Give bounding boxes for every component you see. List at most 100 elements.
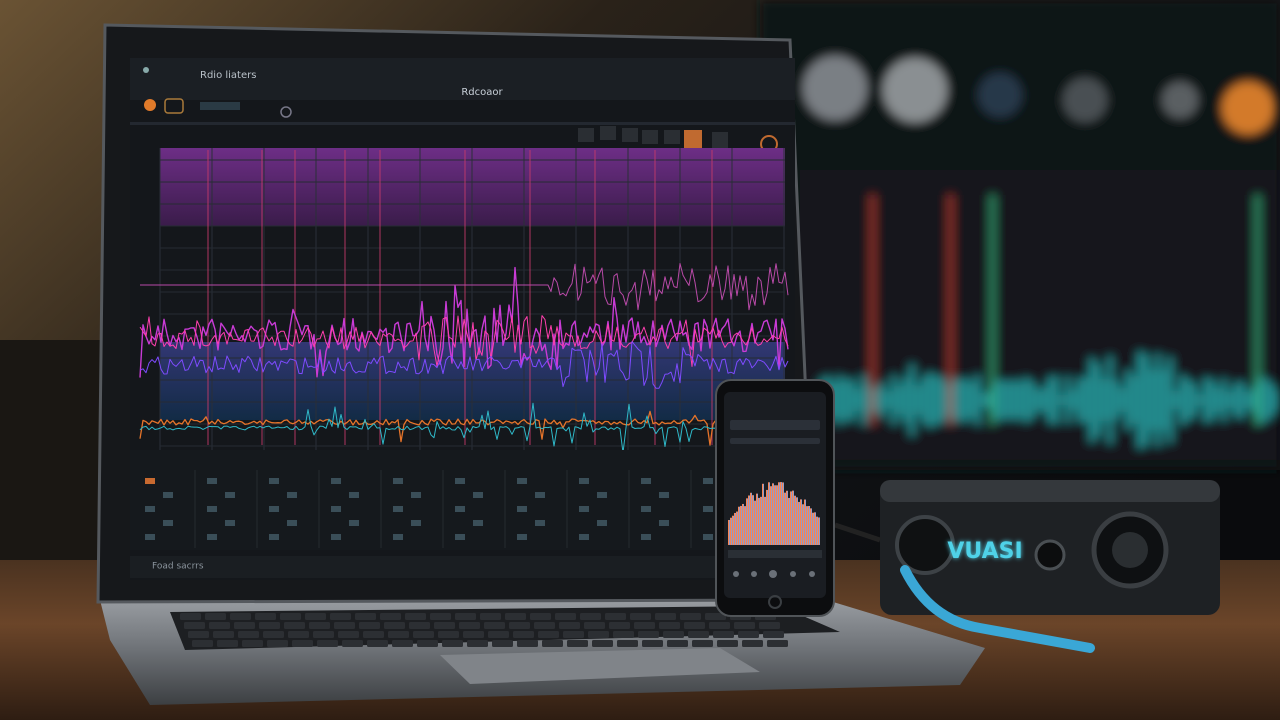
key	[563, 631, 584, 638]
spectrum-bar	[800, 499, 802, 545]
key	[567, 640, 588, 647]
spectrum-bar	[806, 506, 808, 545]
spectrum-bar	[742, 503, 744, 545]
key	[284, 622, 305, 629]
background-wave-bar	[1102, 378, 1106, 422]
background-wave-bar	[1156, 354, 1160, 446]
key	[663, 631, 684, 638]
key	[642, 640, 663, 647]
spectrum-bar	[796, 497, 798, 545]
key	[213, 631, 234, 638]
spectrum-bar	[784, 492, 786, 545]
key	[692, 640, 713, 647]
spectrum-bar	[798, 501, 800, 545]
background-wave-bar	[970, 382, 974, 418]
key	[192, 640, 213, 647]
waveform	[139, 341, 789, 389]
background-wave-bar	[844, 380, 848, 420]
background-wave-bar	[1264, 379, 1268, 421]
background-wave-bar	[886, 391, 890, 409]
mixer-control	[163, 492, 173, 498]
key	[459, 622, 480, 629]
mixer-control	[517, 534, 527, 540]
mixer-control	[597, 520, 607, 526]
waveform	[139, 402, 789, 454]
spectrum-bar	[754, 500, 756, 545]
background-wave-bar	[982, 392, 986, 408]
spectrum-bar	[774, 485, 776, 545]
key	[580, 613, 601, 620]
key	[367, 640, 388, 647]
spectrum-bar	[758, 497, 760, 545]
key	[717, 640, 738, 647]
key	[217, 640, 238, 647]
spectrum-bar	[782, 482, 784, 545]
key	[667, 640, 688, 647]
key	[538, 631, 559, 638]
panel-label: Foad sacrrs	[152, 562, 204, 572]
mixer-control	[393, 506, 403, 512]
spectrum-bar	[764, 496, 766, 545]
mixer-control	[579, 506, 589, 512]
background-wave-bar	[1078, 378, 1082, 422]
key	[463, 631, 484, 638]
mixer-control	[641, 534, 651, 540]
background-wave-bar	[1198, 394, 1202, 406]
spectrum-bar	[772, 483, 774, 545]
mixer-panel	[130, 450, 795, 550]
key	[305, 613, 326, 620]
background-wave-bar	[1060, 394, 1064, 406]
key	[742, 640, 763, 647]
mixer-control	[207, 478, 217, 484]
background-wave-bar	[1234, 383, 1238, 417]
background-wave-bar	[1030, 381, 1034, 419]
key	[209, 622, 230, 629]
mixer-control	[473, 520, 483, 526]
waveforms	[139, 263, 789, 454]
background-wave-bar	[880, 382, 884, 418]
key	[442, 640, 463, 647]
background-wave-bar	[1054, 376, 1058, 424]
waveform	[140, 263, 789, 311]
spectrum-bar	[808, 506, 810, 545]
spectrum-bar	[770, 486, 772, 545]
spectrum-bar	[768, 482, 770, 545]
phone	[715, 379, 835, 617]
background-wave-bar	[1066, 376, 1070, 424]
mixer-control	[269, 506, 279, 512]
spectrum-bar	[794, 495, 796, 545]
background-marker	[990, 195, 995, 425]
mixer-control	[703, 534, 713, 540]
key	[555, 613, 576, 620]
spectrum-bar	[750, 492, 752, 545]
background-wave-bar	[1048, 377, 1052, 423]
key	[255, 613, 276, 620]
spectrum-bar	[748, 495, 750, 545]
mixer-control	[207, 534, 217, 540]
key	[413, 631, 434, 638]
spectrum-bar	[802, 504, 804, 545]
key	[517, 640, 538, 647]
background-wave-bar	[952, 377, 956, 423]
key	[480, 613, 501, 620]
laptop-screen: Rdio liaters Rdcoaor Foad sacrrs	[130, 58, 795, 578]
background-wave-bar	[1228, 391, 1232, 409]
background-wave-bar	[1246, 392, 1250, 408]
mixer-control	[517, 478, 527, 484]
background-wave-bar	[1006, 382, 1010, 418]
background-wave-bar	[1210, 379, 1214, 421]
background-wave-bar	[958, 380, 962, 420]
background-wave-bar	[898, 385, 902, 415]
spectrum-bar	[728, 520, 730, 545]
key	[613, 631, 634, 638]
background-wave-bar	[1042, 387, 1046, 413]
key	[359, 622, 380, 629]
mixer-control	[287, 492, 297, 498]
key	[259, 622, 280, 629]
key	[417, 640, 438, 647]
mixer-control	[473, 492, 483, 498]
window-title: Rdcoaor	[461, 87, 503, 98]
mixer-control	[225, 520, 235, 526]
key	[467, 640, 488, 647]
key	[309, 622, 330, 629]
